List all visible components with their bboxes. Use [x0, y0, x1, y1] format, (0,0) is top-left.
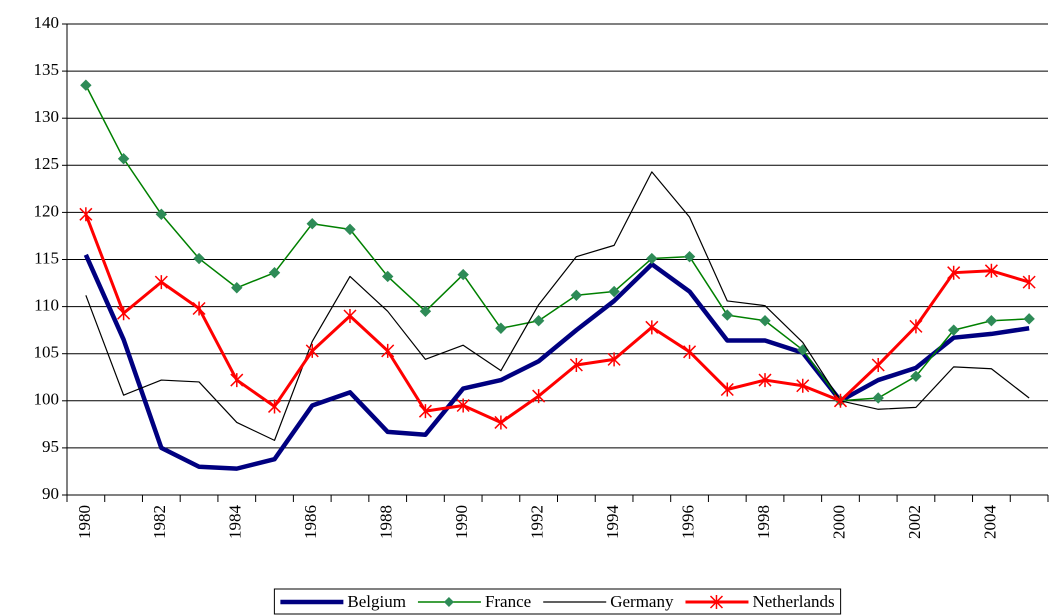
- point: [947, 324, 960, 336]
- point: [871, 358, 885, 373]
- point: [1023, 313, 1035, 325]
- point: [343, 309, 357, 324]
- point: [1022, 275, 1036, 290]
- y-tick-label: 135: [34, 60, 60, 79]
- point: [494, 415, 508, 430]
- point: [193, 252, 205, 265]
- legend: Belgium France Germany Netherlands: [273, 588, 842, 615]
- point: [910, 370, 922, 383]
- legend-label: Germany: [610, 592, 674, 611]
- x-tick-label: 1994: [603, 505, 622, 540]
- point: [230, 373, 244, 388]
- x-tick-label: 2000: [829, 505, 848, 539]
- series-line: [83, 253, 1030, 471]
- point: [267, 399, 282, 414]
- point: [645, 320, 659, 335]
- y-tick-label: 110: [34, 296, 59, 315]
- x-tick-label: 1992: [528, 505, 547, 539]
- point: [985, 315, 998, 327]
- point: [344, 223, 356, 236]
- point: [872, 392, 884, 404]
- point: [607, 352, 621, 367]
- point: [117, 152, 130, 165]
- point: [419, 305, 432, 318]
- point: [570, 289, 583, 302]
- point: [909, 319, 923, 334]
- series-line: [84, 213, 1030, 424]
- point: [759, 315, 771, 327]
- x-tick-label: 1980: [75, 505, 94, 539]
- point: [231, 282, 243, 294]
- x-tick-label: 1996: [678, 505, 697, 539]
- point: [79, 207, 93, 222]
- x-tick-label: 1988: [377, 505, 396, 539]
- y-tick-label: 130: [34, 107, 60, 126]
- legend-marker: [443, 597, 454, 607]
- y-tick-label: 95: [42, 437, 59, 456]
- legend-item: Belgium: [280, 592, 406, 611]
- point: [532, 389, 546, 404]
- point: [306, 217, 318, 230]
- point: [683, 250, 696, 263]
- y-tick-label: 125: [34, 154, 60, 173]
- point: [796, 378, 810, 393]
- x-tick-label: 1998: [754, 505, 773, 539]
- legend-item: France: [417, 592, 531, 611]
- point: [155, 208, 168, 220]
- point: [456, 398, 470, 413]
- y-tick-label: 115: [34, 248, 59, 267]
- point: [381, 343, 395, 358]
- point: [984, 263, 998, 278]
- point: [305, 343, 319, 358]
- point: [646, 252, 658, 265]
- x-tick-label: 1986: [301, 505, 320, 539]
- y-tick-label: 140: [34, 13, 60, 32]
- point: [382, 270, 394, 283]
- point: [80, 79, 92, 91]
- legend-item: Germany: [543, 592, 674, 611]
- legend-label: France: [485, 592, 531, 611]
- point: [192, 301, 206, 316]
- point: [418, 404, 432, 419]
- point: [720, 382, 734, 397]
- point: [495, 322, 507, 334]
- x-tick-label: 2004: [980, 504, 999, 539]
- legend-item: Netherlands: [685, 592, 835, 611]
- point: [569, 358, 583, 373]
- point: [683, 344, 697, 359]
- y-tick-label: 120: [34, 201, 60, 220]
- y-tick-label: 100: [34, 390, 60, 409]
- point: [268, 266, 281, 279]
- x-tick-label: 1982: [150, 505, 169, 539]
- point: [154, 275, 168, 290]
- point: [457, 268, 469, 281]
- point: [608, 285, 620, 298]
- series-line: [85, 84, 1030, 402]
- y-tick-label: 105: [34, 343, 60, 362]
- legend-marker: [709, 595, 724, 609]
- x-tick-label: 1984: [226, 505, 245, 540]
- point: [532, 315, 545, 327]
- point: [758, 373, 772, 388]
- legend-label: Netherlands: [752, 592, 834, 611]
- y-tick-label: 90: [42, 484, 59, 503]
- point: [833, 393, 848, 408]
- point: [947, 265, 961, 280]
- point: [117, 306, 131, 321]
- x-tick-label: 1990: [452, 505, 471, 539]
- x-tick-label: 2002: [905, 505, 924, 539]
- legend-label: Belgium: [347, 592, 406, 611]
- point: [721, 309, 733, 321]
- series-line: [85, 171, 1030, 441]
